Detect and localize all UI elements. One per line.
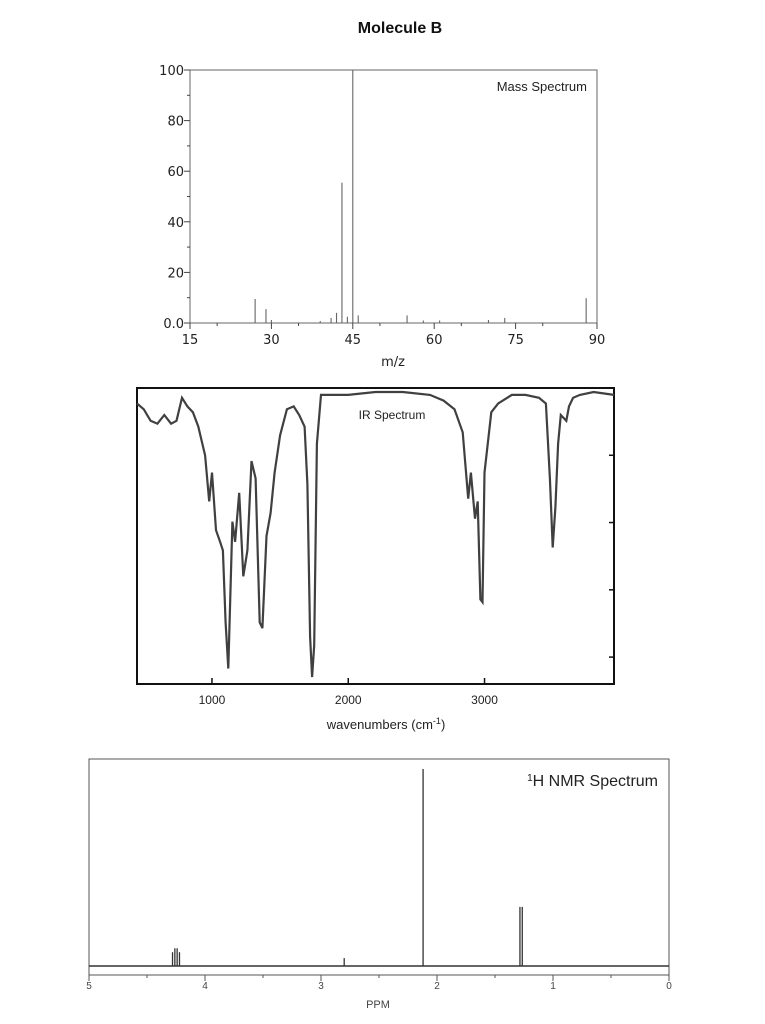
ir-xlabel-main: wavenumbers (cm xyxy=(326,717,433,732)
ir-xtick-label: 3000 xyxy=(471,693,498,707)
nmr-spectrum-border xyxy=(88,758,670,976)
ir-spectrum-line xyxy=(136,390,615,678)
mass-spectrum-peaks xyxy=(254,70,587,323)
ms-xtick-label: 15 xyxy=(182,333,199,348)
nmr-spectrum-xlabel: PPM xyxy=(366,999,390,1011)
nmr-xtick-label: 0 xyxy=(666,981,672,992)
ms-ytick-label: 100 xyxy=(159,64,184,79)
ir-xtick-label: 1000 xyxy=(199,693,226,707)
nmr-xtick-label: 2 xyxy=(434,981,440,992)
ir-spectrum-chart: 1000 2000 3000 IR Spectrum wavenumbers (cm… xyxy=(136,387,615,732)
mass-spectrum-ticks: 0.0 20 40 60 80 100 15 30 45 60 75 90 xyxy=(159,64,605,348)
mass-spectrum-chart: 0.0 20 40 60 80 100 15 30 45 60 75 90 Mass Spectrum… xyxy=(159,64,605,370)
ir-spectrum-ticks: 1000 2000 3000 xyxy=(199,454,614,707)
ir-spectrum-frame xyxy=(136,387,615,685)
nmr-title-rest: H NMR Spectrum xyxy=(533,773,658,790)
ir-spectrum-xlabel: wavenumbers (cm-1) xyxy=(326,716,446,732)
nmr-xtick-label: 4 xyxy=(202,981,208,992)
ms-ytick-label: 80 xyxy=(167,115,184,130)
ir-xlabel-end: ) xyxy=(441,717,445,732)
ms-xtick-label: 60 xyxy=(426,333,443,348)
nmr-xtick-label: 1 xyxy=(550,981,556,992)
ms-xtick-label: 30 xyxy=(263,333,280,348)
ir-spectrum-title: IR Spectrum xyxy=(359,408,426,422)
ms-ytick-label: 60 xyxy=(167,165,184,180)
ms-xtick-label: 75 xyxy=(507,333,524,348)
nmr-spectrum-title: 1H NMR Spectrum xyxy=(527,773,658,791)
ir-spectrum-border xyxy=(136,387,615,685)
ms-ytick-label: 0.0 xyxy=(163,317,184,332)
page-title: Molecule B xyxy=(357,20,443,37)
nmr-xtick-label: 3 xyxy=(318,981,324,992)
ms-ytick-label: 20 xyxy=(167,266,184,281)
mass-spectrum-xlabel: m/z xyxy=(381,355,405,370)
nmr-spectrum-ticks: 5 4 3 2 1 0 xyxy=(86,975,672,992)
ir-xtick-label: 2000 xyxy=(335,693,362,707)
mass-spectrum-title: Mass Spectrum xyxy=(497,79,587,94)
nmr-title-sup: 1 xyxy=(527,773,533,784)
ms-ytick-label: 40 xyxy=(167,216,184,231)
ms-xtick-label: 90 xyxy=(589,333,606,348)
nmr-spectrum-peaks xyxy=(171,769,523,966)
ms-xtick-label: 45 xyxy=(345,333,362,348)
nmr-xtick-label: 5 xyxy=(86,981,92,992)
ir-xlabel-sup: -1 xyxy=(433,716,441,726)
nmr-spectrum-frame xyxy=(88,758,670,976)
